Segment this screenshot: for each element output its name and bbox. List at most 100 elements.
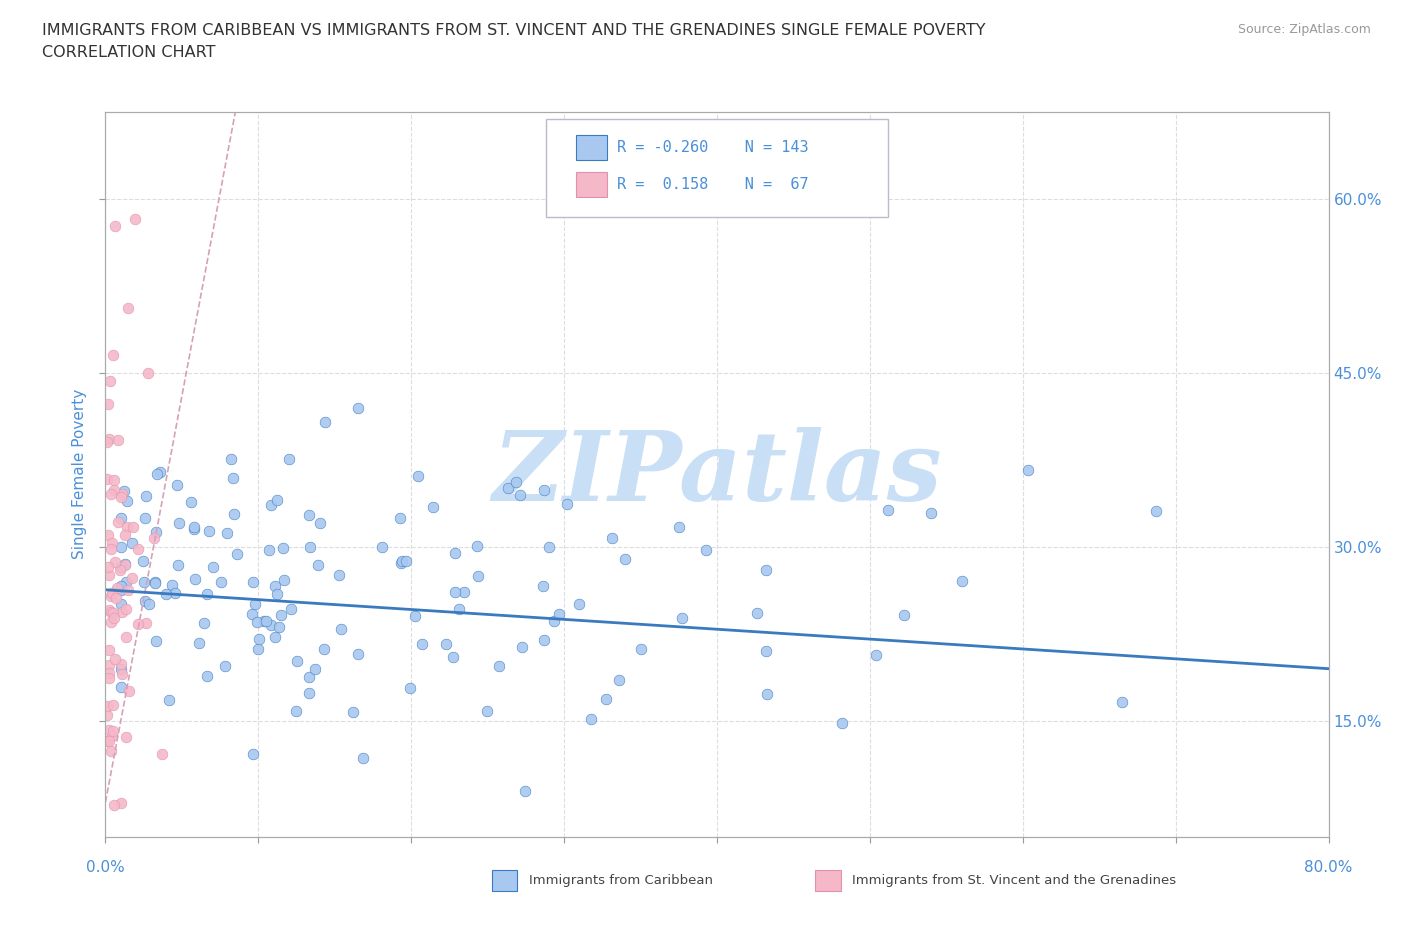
Point [97,734,120,749]
Point [160,578,183,592]
Point [347,400,370,415]
Point [304,661,326,676]
Text: Immigrants from Caribbean: Immigrants from Caribbean [529,874,713,887]
Point [145,466,167,481]
Point [104,554,127,569]
Point [143,575,166,590]
Point [1017,462,1039,477]
Point [209,575,232,590]
Point [195,669,218,684]
Point [264,630,287,644]
Point [96,708,118,723]
Point [568,596,591,611]
Point [103,483,125,498]
Point [110,662,132,677]
Point [467,538,489,553]
Point [509,488,531,503]
Point [395,553,418,568]
Point [96,472,118,486]
Point [548,606,571,621]
Point [543,614,565,629]
Point [214,658,236,673]
Point [134,511,156,525]
Point [108,563,131,578]
Point [329,621,352,636]
Point [314,642,336,657]
Point [104,219,127,233]
Point [98,643,121,658]
Point [100,541,122,556]
Point [110,490,132,505]
Point [263,578,285,593]
Point [226,546,249,561]
Point [111,667,134,682]
Point [135,489,157,504]
Point [193,616,215,631]
Point [97,671,120,685]
Point [114,558,136,573]
Point [110,596,132,611]
Point [1111,695,1133,710]
Point [671,611,693,626]
Point [441,650,464,665]
Point [165,585,187,600]
Point [114,602,136,617]
Point [96,699,118,714]
Point [183,571,205,586]
Point [449,601,471,616]
Point [488,658,510,673]
Point [96,733,118,748]
Point [755,563,778,578]
Point [98,723,121,737]
Point [132,553,155,568]
Point [222,506,245,521]
Point [96,435,118,450]
Point [100,728,122,743]
Point [150,746,173,761]
Point [107,580,129,595]
Point [117,582,139,597]
Point [110,583,132,598]
Point [215,525,238,540]
Point [103,348,125,363]
Point [389,511,412,525]
Point [219,451,242,466]
Point [630,641,652,656]
Point [865,648,887,663]
Point [602,531,624,546]
Point [183,520,205,535]
Point [408,469,430,484]
Point [247,642,270,657]
Point [533,632,555,647]
Point [121,570,143,585]
Point [100,487,122,502]
Point [328,567,350,582]
Point [260,618,283,632]
Point [352,751,374,765]
Point [198,524,221,538]
Point [143,531,166,546]
Text: Source: ZipAtlas.com: Source: ZipAtlas.com [1237,23,1371,36]
Point [110,539,132,554]
Point [145,634,167,649]
Point [371,539,394,554]
Point [195,587,218,602]
Point [157,693,180,708]
Point [747,605,769,620]
Point [98,666,121,681]
Point [285,704,308,719]
Point [107,515,129,530]
Point [668,519,690,534]
Point [755,686,778,701]
Point [110,796,132,811]
Point [127,617,149,631]
Point [97,568,120,583]
Point [498,481,520,496]
Point [96,397,118,412]
Point [114,729,136,744]
Point [240,606,263,621]
Point [920,505,942,520]
Point [166,557,188,572]
Point [266,587,288,602]
Point [145,525,167,539]
